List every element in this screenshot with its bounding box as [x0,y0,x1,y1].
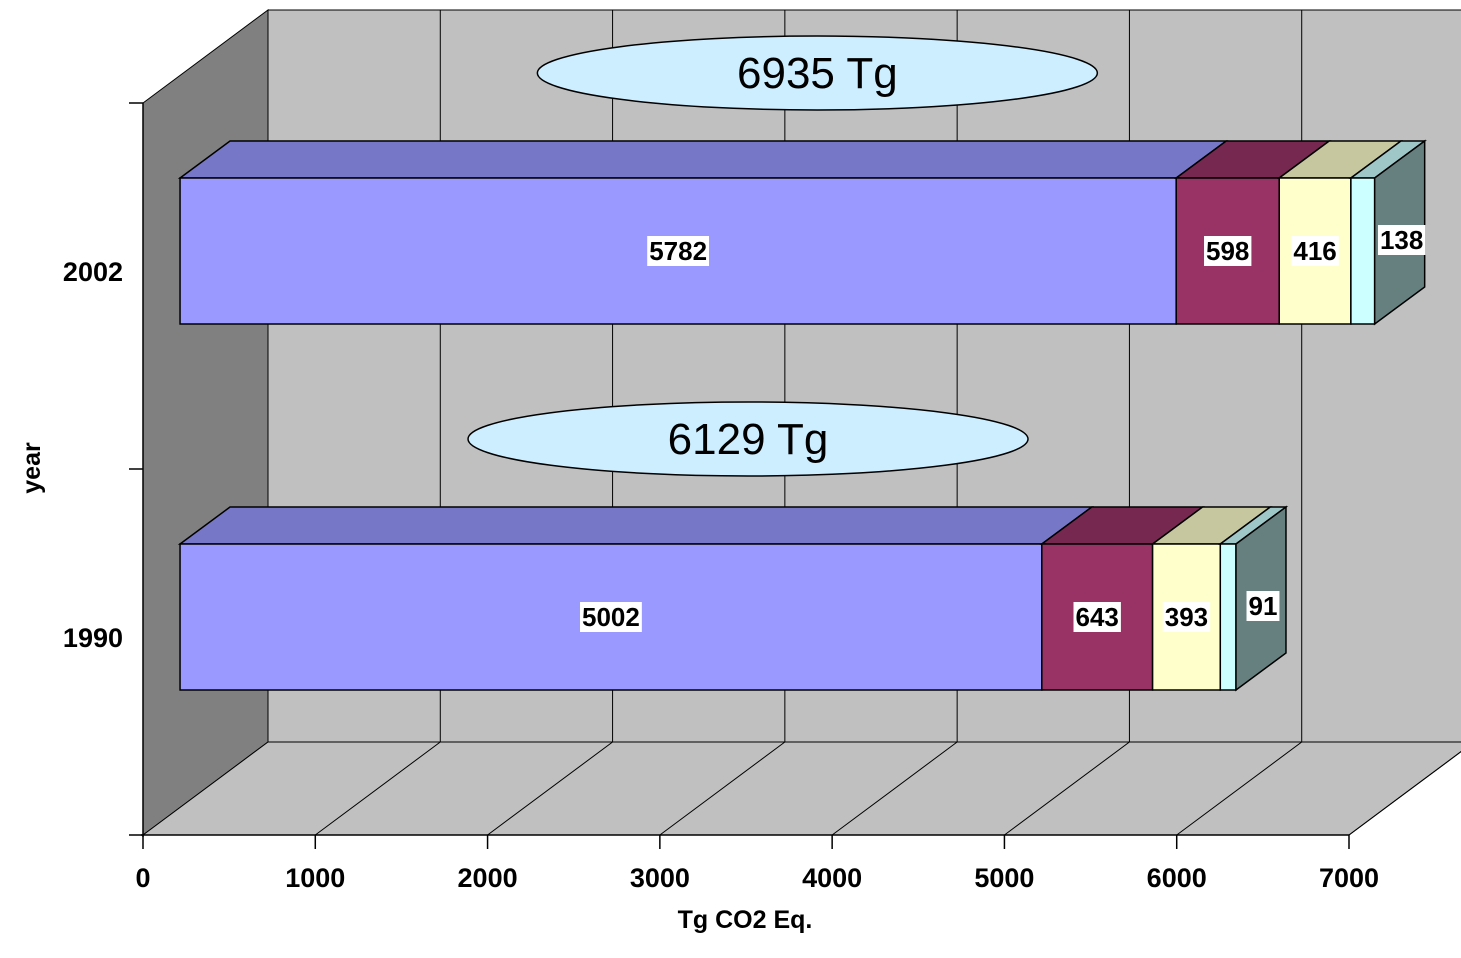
x-axis-title: Tg CO2 Eq. [678,906,813,934]
data-label: 5782 [649,236,707,266]
x-tick-label: 7000 [1319,863,1379,893]
data-label: 393 [1165,602,1208,632]
total-callouts: 6129 Tg 6935 Tg [467,35,1099,477]
bar-top-face [177,140,1229,179]
total-ellipse [467,401,1029,477]
data-label-background [1291,236,1339,266]
bar-top-face [177,506,1095,545]
bar-segment [1350,177,1376,325]
data-label-background [1204,236,1252,266]
axes: 0 1000 2000 3000 4000 5000 6000 7000 1990 2002 [63,102,1379,893]
total-label: 6129 Tg [668,415,829,464]
total-label: 6935 Tg [737,49,898,98]
data-label-background [1162,602,1211,632]
data-label: 5002 [582,602,640,632]
data-label: 598 [1206,236,1249,266]
gridline-floor [1176,741,1303,836]
y-tick-label: 1990 [63,623,123,653]
data-label-background [580,602,642,632]
y-tick-label: 2002 [63,257,123,287]
x-tick-label: 4000 [802,863,862,893]
data-label-background [647,236,710,266]
gridline-floor [1004,741,1130,836]
x-tick-label: 5000 [974,863,1034,893]
total-ellipse [536,35,1099,111]
x-tick-label: 6000 [1147,863,1207,893]
gridline-floor [659,741,786,836]
bars: 5002 643 393 91 5782 598 416 138 [177,139,1427,692]
side-wall [142,9,269,836]
x-tick-label: 0 [135,863,150,893]
data-label-background [1377,225,1426,255]
data-label-background [1073,602,1121,632]
x-tick-label: 3000 [630,863,690,893]
x-tick-label: 1000 [285,863,345,893]
floor [141,741,1461,836]
gridline-floor [831,741,958,836]
data-label: 416 [1293,236,1336,266]
y-axis-title: year [18,442,46,494]
data-label: 643 [1076,602,1119,632]
x-tick-label: 2000 [458,863,518,893]
gridline-floor [1348,751,1461,836]
gridline-floor [487,741,613,836]
bar-segment [1219,543,1237,691]
data-label-background [1246,591,1280,621]
data-label: 138 [1380,225,1423,255]
data-label: 91 [1249,591,1278,621]
gridline-floor [314,741,441,836]
